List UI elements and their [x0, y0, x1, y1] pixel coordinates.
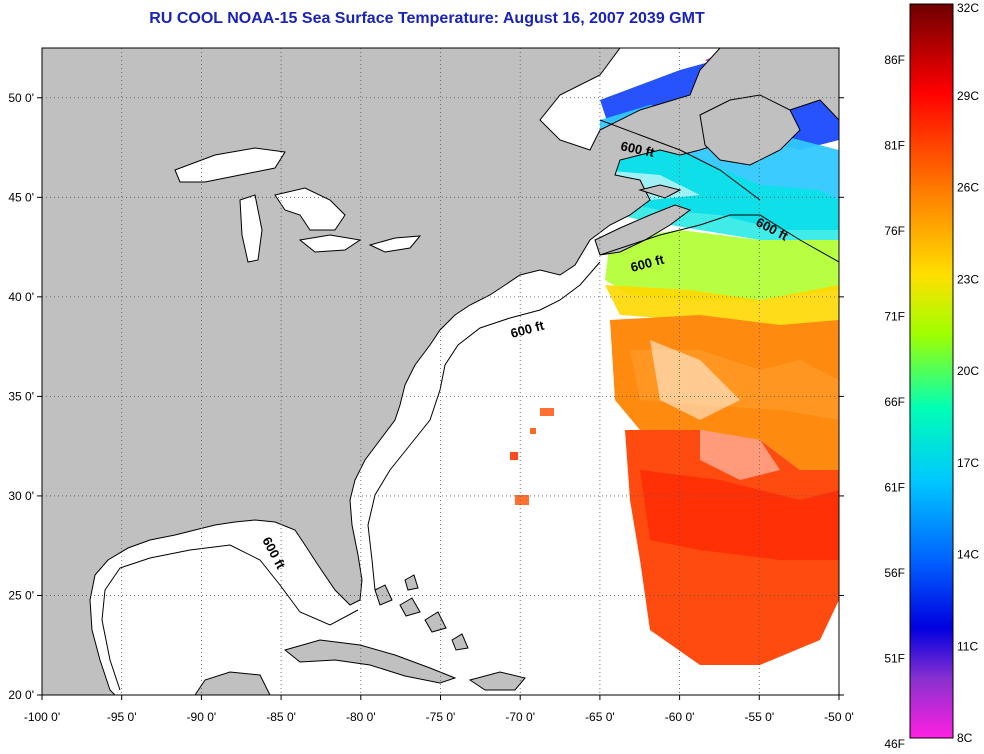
colorbar-celsius-label: 11C — [957, 639, 978, 653]
tick-label-lon: -100 0' — [24, 710, 60, 724]
tick-label-lon: -75 0' — [426, 710, 456, 724]
isobath-600ft-north — [599, 214, 839, 263]
tick-label-lon: -50 0' — [824, 710, 854, 724]
isobath-600ft-line — [101, 261, 601, 691]
tick-label-lon: -70 0' — [505, 710, 535, 724]
colorbar-celsius-label: 14C — [957, 548, 979, 562]
tick-label-lat: 35 0' — [8, 389, 34, 403]
colorbar-fahrenheit-label: 56F — [884, 566, 905, 580]
land-cuba — [283, 639, 457, 684]
great-lakes — [174, 147, 422, 263]
colorbar-celsius-label: 17C — [957, 456, 979, 470]
tick-label-lon: -80 0' — [346, 710, 376, 724]
tick-label-lat: 45 0' — [8, 190, 34, 204]
map-frame — [41, 47, 840, 696]
colorbar-fahrenheit-label: 61F — [884, 481, 905, 495]
land-pei — [638, 184, 682, 199]
tick-label-lon: -65 0' — [585, 710, 615, 724]
map-title: RU COOL NOAA-15 Sea Surface Temperature:… — [149, 10, 705, 27]
colorbar-fahrenheit-label: 71F — [884, 310, 905, 324]
map-tick-labels: -100 0' -95 0' -90 0' -85 0' -80 0' -75 0' -70… — [8, 91, 853, 724]
tick-label-lat: 20 0' — [8, 688, 34, 702]
colorbar-fahrenheit-label: 81F — [884, 139, 905, 153]
colorbar-fahrenheit-label: 46F — [884, 737, 905, 751]
colorbar-celsius-label: 8C — [957, 731, 973, 745]
colorbar-fahrenheit-label: 86F — [884, 53, 905, 67]
tick-label-lon: -55 0' — [744, 710, 774, 724]
colorbar-fahrenheit-label: 76F — [884, 224, 905, 238]
map-gridlines — [42, 48, 839, 695]
tick-label-lon: -85 0' — [266, 710, 296, 724]
tick-label-lon: -95 0' — [107, 710, 137, 724]
tick-label-lat: 25 0' — [8, 588, 34, 602]
isobath-600ft-gulf-stlawrence — [599, 119, 761, 201]
land-newfoundland — [699, 94, 801, 166]
isobath-label-gulf: 600 ft — [619, 138, 656, 160]
tick-label-lat: 30 0' — [8, 489, 34, 503]
land-nova-scotia — [594, 204, 692, 256]
colorbar-celsius-label: 32C — [957, 1, 979, 15]
colorbar-fahrenheit-label: 51F — [884, 652, 905, 666]
colorbar — [909, 3, 954, 739]
tick-label-lon: -60 0' — [665, 710, 695, 724]
bahamas-islands — [374, 574, 469, 651]
land-yucatan — [194, 671, 271, 695]
colorbar-celsius-label: 23C — [957, 272, 979, 286]
colorbar-celsius-label: 29C — [957, 89, 979, 103]
tick-label-lat: 40 0' — [8, 290, 34, 304]
colorbar-labels: 32C 29C 26C 23C 20C 17C 14C 11C 8C 86F 81F 76F 71F 66… — [884, 1, 979, 751]
tick-label-lon: -90 0' — [187, 710, 217, 724]
colorbar-fahrenheit-label: 66F — [884, 395, 905, 409]
colorbar-celsius-label: 26C — [957, 181, 979, 195]
tick-label-lat: 50 0' — [8, 91, 34, 105]
colorbar-celsius-label: 20C — [957, 364, 979, 378]
